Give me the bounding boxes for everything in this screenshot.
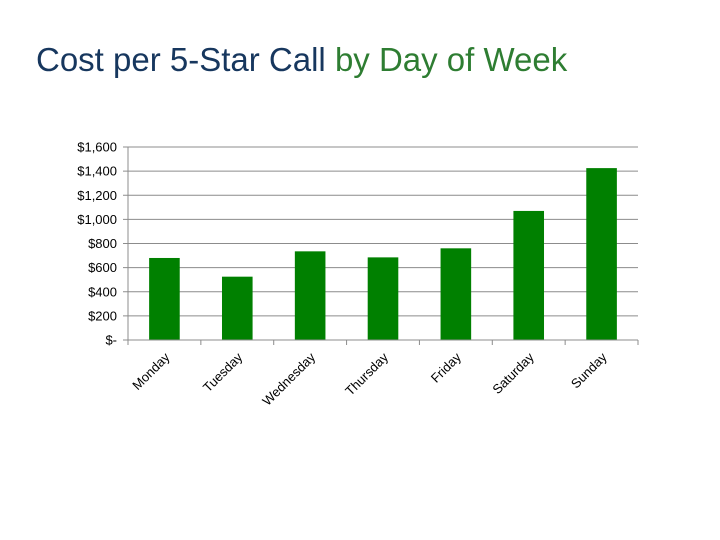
- x-tick-label: Thursday: [342, 349, 391, 398]
- title-accent-text: by Day of Week: [334, 41, 568, 78]
- x-tick-label: Saturday: [489, 349, 537, 397]
- bar-monday: [149, 257, 180, 340]
- x-tick-labels: Monday Tuesday Wednesday Thursday Friday Satu…: [129, 349, 610, 408]
- axes: [123, 146, 639, 345]
- x-tick-label: Friday: [428, 349, 464, 385]
- bar-friday: [440, 248, 472, 340]
- y-tick-label: $600: [88, 260, 117, 275]
- x-tick-label: Monday: [129, 349, 173, 393]
- bars: [149, 168, 617, 340]
- y-tick-label: $-: [105, 333, 117, 348]
- bar-wednesday: [294, 251, 326, 340]
- y-tick-label: $1,000: [77, 212, 117, 227]
- y-tick-label: $1,200: [77, 188, 117, 203]
- y-tick-label: $1,400: [77, 164, 117, 179]
- title-main-text: Cost per 5-Star Call: [36, 41, 326, 78]
- y-tick-label: $800: [88, 236, 117, 251]
- x-tick-label: Tuesday: [200, 349, 246, 395]
- x-tick-label: Wednesday: [259, 349, 318, 408]
- bar-tuesday: [221, 276, 253, 340]
- x-tick-label: Sunday: [568, 349, 610, 391]
- y-tick-label: $1,600: [77, 140, 117, 155]
- y-tick-label: $200: [88, 308, 117, 323]
- y-tick-label: $400: [88, 284, 117, 299]
- bar-sunday: [586, 168, 617, 340]
- bar-saturday: [513, 210, 545, 340]
- y-tick-labels: $- $200 $400 $600 $800 $1,000 $1,200 $1,400 $1,6…: [77, 140, 117, 348]
- bar-thursday: [367, 257, 399, 340]
- slide-title: Cost per 5-Star Call by Day of Week: [36, 38, 567, 82]
